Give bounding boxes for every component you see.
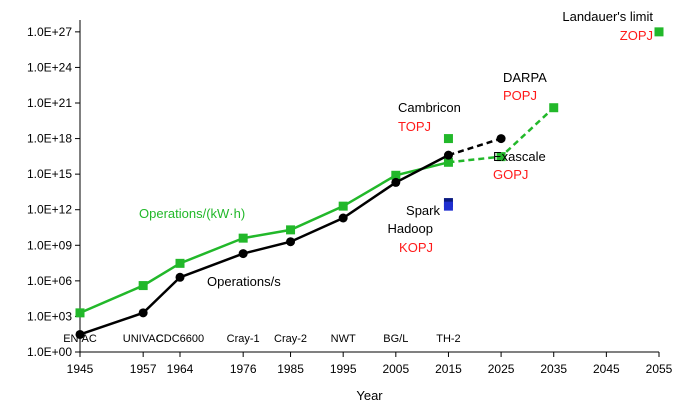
series-point [443, 157, 453, 167]
zopj-label: ZOPJ [620, 28, 653, 43]
x-tick-label: 1995 [330, 362, 357, 376]
exascale-label: Exascale [493, 149, 546, 164]
series-point [286, 237, 296, 247]
x-tick-label: 1985 [277, 362, 304, 376]
darpa-label: DARPA [503, 70, 547, 85]
era-label: Cray-1 [227, 333, 260, 345]
ops-kwh-label: Operations/(kW·h) [139, 206, 245, 221]
era-label: BG/L [383, 333, 408, 345]
y-tick-label: 1.0E+12 [27, 203, 72, 217]
projection-point [549, 103, 559, 113]
x-tick-label: 1957 [130, 362, 157, 376]
series-point [338, 213, 348, 223]
x-ticks: 1945 1957 1964 1976 1985 1995 2005 2015 2025 2035… [67, 352, 673, 376]
series-line [79, 154, 450, 336]
topj-label: TOPJ [398, 119, 431, 134]
y-tick-label: 1.0E+27 [27, 25, 72, 39]
landauer-label: Landauer's limit [562, 9, 653, 24]
series-point [391, 170, 401, 180]
x-tick-label: 1976 [230, 362, 257, 376]
y-tick-label: 1.0E+06 [27, 274, 72, 288]
cambricon-label: Cambricon [398, 100, 461, 115]
y-tick-label: 1.0E+21 [27, 96, 72, 110]
y-tick-label: 1.0E+24 [27, 60, 72, 74]
marker-point [654, 27, 664, 37]
era-label: TH-2 [436, 333, 460, 345]
x-tick-label: 2005 [382, 362, 409, 376]
projection-line [448, 137, 502, 157]
era-label: ENIAC [63, 333, 97, 345]
x-tick-label: 1945 [67, 362, 94, 376]
y-tick-label: 1.0E+00 [27, 345, 72, 359]
y-tick-label: 1.0E+18 [27, 132, 72, 146]
x-axis-title: Year [356, 388, 383, 403]
era-label: UNIVAC [123, 333, 164, 345]
series-point [138, 308, 148, 318]
projection-point [496, 152, 506, 162]
x-tick-label: 1964 [167, 362, 194, 376]
ops-s-label: Operations/s [207, 274, 281, 289]
series-point [75, 308, 85, 318]
x-tick-label: 2035 [540, 362, 567, 376]
series-point [238, 233, 248, 243]
series-point [443, 150, 453, 160]
era-label: CDC6600 [156, 333, 204, 345]
kopj-label: KOPJ [399, 240, 433, 255]
series-point [175, 272, 185, 282]
axes [79, 20, 659, 353]
series-point [175, 258, 185, 268]
gopj-label: GOPJ [493, 167, 528, 182]
annotation-layer: Operations/(kW·h) Operations/s Cambricon… [139, 9, 653, 289]
y-ticks: 1.0E+00 1.0E+03 1.0E+06 1.0E+09 1.0E+12 1.0E+… [27, 25, 80, 359]
series-point [75, 329, 85, 339]
y-tick-label: 1.0E+15 [27, 167, 72, 181]
hadoop-label: Hadoop [387, 221, 433, 236]
projection-point [496, 134, 506, 144]
era-label: Cray-2 [274, 333, 307, 345]
series-point [138, 281, 148, 291]
series-point [286, 225, 296, 235]
era-label: NWT [331, 333, 356, 345]
series-layer [75, 27, 664, 339]
spark-label: Spark [406, 203, 440, 218]
marker-point [443, 201, 453, 211]
x-tick-label: 2025 [488, 362, 515, 376]
y-tick-label: 1.0E+09 [27, 238, 72, 252]
y-tick-label: 1.0E+03 [27, 309, 72, 323]
series-point [391, 177, 401, 187]
marker-point [443, 134, 453, 144]
x-tick-label: 2045 [593, 362, 620, 376]
series-point [338, 201, 348, 211]
series-point [238, 249, 248, 259]
x-tick-label: 2055 [646, 362, 673, 376]
series-line [79, 161, 449, 315]
x-tick-label: 2015 [435, 362, 462, 376]
popj-label: POPJ [503, 88, 537, 103]
